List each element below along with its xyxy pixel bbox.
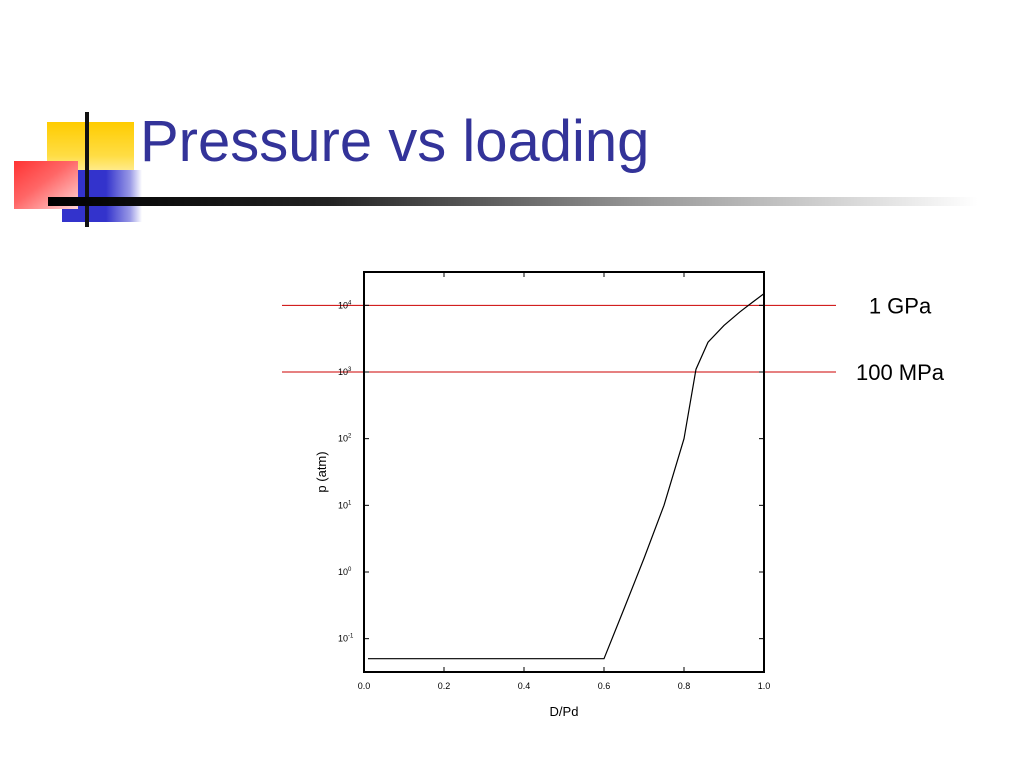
y-tick-exponent: 4 [348, 300, 352, 306]
y-tick-exponent: 0 [348, 567, 352, 573]
x-tick-label: 0.6 [598, 681, 611, 691]
y-axis-label: p (atm) [314, 451, 329, 492]
x-tick-label: 0.8 [678, 681, 691, 691]
y-tick-exponent: -1 [348, 634, 354, 640]
y-tick-base: 10 [338, 500, 348, 510]
slide-title: Pressure vs loading [140, 109, 650, 174]
y-tick-label: 104 [338, 300, 352, 310]
y-tick-label: 101 [338, 500, 352, 510]
y-tick-base: 10 [338, 367, 348, 377]
y-tick-label: 102 [338, 434, 352, 444]
pressure-curve [368, 293, 765, 660]
x-tick-label: 1.0 [758, 681, 771, 691]
y-tick-base: 10 [338, 434, 348, 444]
x-tick-label: 0.4 [518, 681, 531, 691]
reference-line-label: 1 GPa [869, 293, 932, 318]
reference-line-label: 100 MPa [856, 360, 945, 385]
y-tick-label: 10-1 [338, 634, 354, 644]
title-rule [48, 197, 978, 206]
x-axis-label: D/Pd [550, 704, 579, 719]
plot-frame [363, 271, 765, 673]
y-tick-exponent: 3 [348, 367, 352, 373]
x-tick-label: 0.0 [358, 681, 371, 691]
y-tick-base: 10 [338, 634, 348, 644]
y-tick-label: 103 [338, 367, 352, 377]
y-tick-label: 100 [338, 567, 352, 577]
deco-vertical-rule [85, 112, 89, 227]
y-tick-exponent: 1 [348, 500, 352, 506]
x-tick-label: 0.2 [438, 681, 451, 691]
y-tick-exponent: 2 [348, 434, 352, 440]
y-tick-base: 10 [338, 567, 348, 577]
y-tick-base: 10 [338, 300, 348, 310]
